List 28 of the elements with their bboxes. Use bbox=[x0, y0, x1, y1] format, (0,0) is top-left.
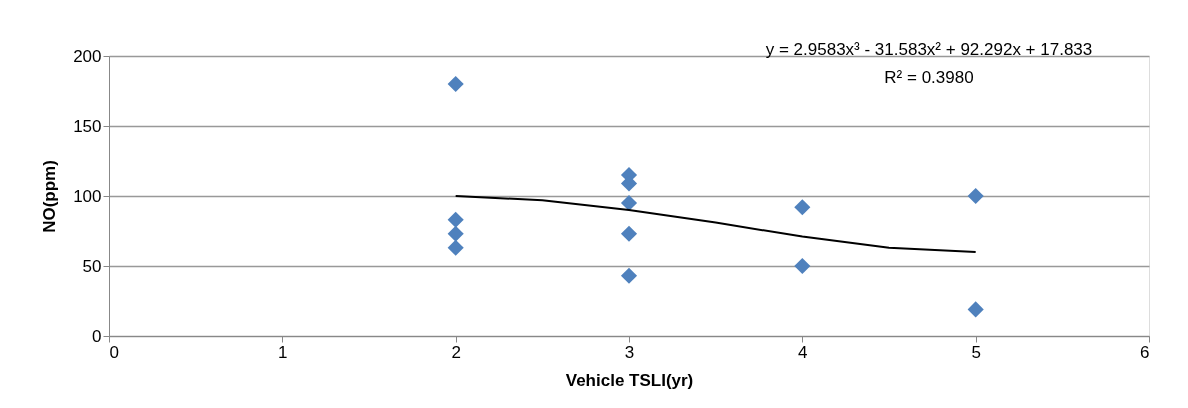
y-tick-label: 200 bbox=[73, 46, 102, 66]
y-axis-title: NO(ppm) bbox=[40, 160, 60, 233]
x-tick-label: 5 bbox=[971, 342, 981, 362]
y-tick-label: 100 bbox=[73, 186, 102, 206]
x-tick-label: 1 bbox=[278, 342, 288, 362]
point bbox=[620, 267, 638, 284]
annotation: R² = 0.3980 bbox=[884, 68, 974, 87]
point bbox=[794, 199, 811, 216]
point bbox=[447, 211, 464, 228]
point bbox=[620, 225, 638, 242]
point bbox=[620, 194, 638, 212]
x-tick-label: 0 bbox=[109, 342, 119, 362]
x-axis-title: Vehicle TSLI(yr) bbox=[565, 370, 694, 390]
point bbox=[447, 225, 464, 242]
point bbox=[447, 75, 464, 93]
y-tick-label: 150 bbox=[73, 116, 102, 136]
point bbox=[447, 239, 464, 256]
point bbox=[967, 187, 984, 205]
x-tick-label: 6 bbox=[1140, 342, 1150, 362]
annotation: y = 2.9583x³ - 31.583x² + 92.292x + 17.833 bbox=[765, 40, 1093, 59]
y-tick-label: 50 bbox=[82, 256, 102, 276]
point bbox=[794, 257, 811, 275]
x-tick-label: 2 bbox=[451, 342, 461, 362]
y-tick-label: 0 bbox=[92, 326, 102, 346]
line-series bbox=[454, 195, 977, 253]
point bbox=[967, 301, 984, 318]
x-tick-label: 3 bbox=[624, 342, 635, 362]
x-tick-label: 4 bbox=[798, 342, 808, 362]
